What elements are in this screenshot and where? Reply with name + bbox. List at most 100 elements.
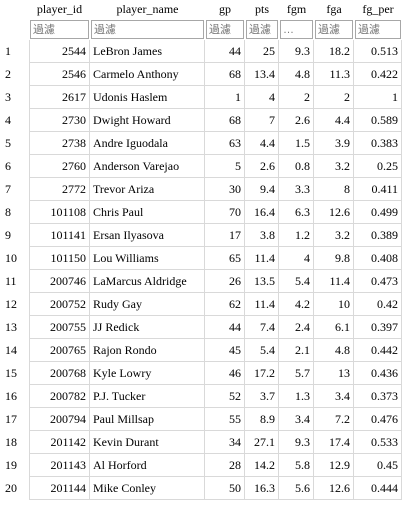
filter-input-fga[interactable] — [315, 20, 353, 39]
cell-fgm[interactable]: 5.8 — [279, 454, 314, 477]
cell-fg-per[interactable]: 0.473 — [354, 270, 402, 293]
cell-gp[interactable]: 28 — [205, 454, 245, 477]
table-row[interactable]: 18 201142 Kevin Durant 34 27.1 9.3 17.4 0.533 — [0, 431, 402, 454]
cell-player-id[interactable]: 2738 — [29, 132, 90, 155]
cell-fg-per[interactable]: 0.476 — [354, 408, 402, 431]
cell-gp[interactable]: 34 — [205, 431, 245, 454]
cell-player-name[interactable]: Chris Paul — [90, 201, 205, 224]
cell-fg-per[interactable]: 0.442 — [354, 339, 402, 362]
cell-fg-per[interactable]: 1 — [354, 86, 402, 109]
cell-fgm[interactable]: 1.2 — [279, 224, 314, 247]
cell-pts[interactable]: 9.4 — [245, 178, 279, 201]
cell-pts[interactable]: 16.4 — [245, 201, 279, 224]
cell-player-name[interactable]: Mike Conley — [90, 477, 205, 500]
cell-fgm[interactable]: 4 — [279, 247, 314, 270]
column-header-fga[interactable]: fga — [314, 0, 354, 19]
cell-player-name[interactable]: Lou Williams — [90, 247, 205, 270]
cell-gp[interactable]: 44 — [205, 40, 245, 63]
cell-fg-per[interactable]: 0.389 — [354, 224, 402, 247]
cell-player-name[interactable]: Kevin Durant — [90, 431, 205, 454]
filter-input-player-id[interactable] — [30, 20, 89, 39]
cell-gp[interactable]: 65 — [205, 247, 245, 270]
column-header-pts[interactable]: pts — [245, 0, 279, 19]
table-row[interactable]: 6 2760 Anderson Varejao 5 2.6 0.8 3.2 0.25 — [0, 155, 402, 178]
cell-fga[interactable]: 4.4 — [314, 109, 354, 132]
table-row[interactable]: 14 200765 Rajon Rondo 45 5.4 2.1 4.8 0.442 — [0, 339, 402, 362]
cell-gp[interactable]: 63 — [205, 132, 245, 155]
cell-pts[interactable]: 16.3 — [245, 477, 279, 500]
cell-fga[interactable]: 6.1 — [314, 316, 354, 339]
table-row[interactable]: 4 2730 Dwight Howard 68 7 2.6 4.4 0.589 — [0, 109, 402, 132]
cell-pts[interactable]: 13.5 — [245, 270, 279, 293]
cell-gp[interactable]: 44 — [205, 316, 245, 339]
cell-player-name[interactable]: Andre Iguodala — [90, 132, 205, 155]
column-header-fgm[interactable]: fgm — [279, 0, 314, 19]
cell-player-name[interactable]: Al Horford — [90, 454, 205, 477]
cell-fg-per[interactable]: 0.373 — [354, 385, 402, 408]
cell-player-id[interactable]: 2730 — [29, 109, 90, 132]
cell-pts[interactable]: 7.4 — [245, 316, 279, 339]
cell-fga[interactable]: 18.2 — [314, 40, 354, 63]
cell-player-name[interactable]: LeBron James — [90, 40, 205, 63]
cell-player-name[interactable]: Rudy Gay — [90, 293, 205, 316]
cell-fg-per[interactable]: 0.589 — [354, 109, 402, 132]
cell-fgm[interactable]: 1.5 — [279, 132, 314, 155]
cell-fg-per[interactable]: 0.499 — [354, 201, 402, 224]
cell-gp[interactable]: 5 — [205, 155, 245, 178]
cell-player-id[interactable]: 2617 — [29, 86, 90, 109]
cell-fga[interactable]: 3.9 — [314, 132, 354, 155]
cell-fgm[interactable]: 3.3 — [279, 178, 314, 201]
cell-fg-per[interactable]: 0.513 — [354, 40, 402, 63]
cell-fgm[interactable]: 6.3 — [279, 201, 314, 224]
cell-player-id[interactable]: 201144 — [29, 477, 90, 500]
cell-gp[interactable]: 68 — [205, 109, 245, 132]
cell-player-id[interactable]: 201143 — [29, 454, 90, 477]
cell-fga[interactable]: 12.6 — [314, 201, 354, 224]
cell-fga[interactable]: 11.4 — [314, 270, 354, 293]
cell-player-id[interactable]: 200794 — [29, 408, 90, 431]
cell-fgm[interactable]: 4.8 — [279, 63, 314, 86]
table-row[interactable]: 3 2617 Udonis Haslem 1 4 2 2 1 — [0, 86, 402, 109]
column-header-gp[interactable]: gp — [205, 0, 245, 19]
filter-input-pts[interactable] — [246, 20, 278, 39]
cell-pts[interactable]: 17.2 — [245, 362, 279, 385]
cell-gp[interactable]: 1 — [205, 86, 245, 109]
cell-fgm[interactable]: 9.3 — [279, 431, 314, 454]
cell-fga[interactable]: 9.8 — [314, 247, 354, 270]
cell-fgm[interactable]: 1.3 — [279, 385, 314, 408]
cell-gp[interactable]: 26 — [205, 270, 245, 293]
cell-fg-per[interactable]: 0.533 — [354, 431, 402, 454]
cell-player-id[interactable]: 101108 — [29, 201, 90, 224]
cell-fgm[interactable]: 5.6 — [279, 477, 314, 500]
cell-pts[interactable]: 27.1 — [245, 431, 279, 454]
cell-fga[interactable]: 4.8 — [314, 339, 354, 362]
cell-player-name[interactable]: P.J. Tucker — [90, 385, 205, 408]
cell-gp[interactable]: 68 — [205, 63, 245, 86]
table-row[interactable]: 11 200746 LaMarcus Aldridge 26 13.5 5.4 11.4 0.… — [0, 270, 402, 293]
cell-gp[interactable]: 62 — [205, 293, 245, 316]
cell-fga[interactable]: 12.9 — [314, 454, 354, 477]
cell-fgm[interactable]: 9.3 — [279, 40, 314, 63]
cell-gp[interactable]: 17 — [205, 224, 245, 247]
cell-fga[interactable]: 12.6 — [314, 477, 354, 500]
cell-fg-per[interactable]: 0.411 — [354, 178, 402, 201]
table-row[interactable]: 5 2738 Andre Iguodala 63 4.4 1.5 3.9 0.383 — [0, 132, 402, 155]
cell-fga[interactable]: 10 — [314, 293, 354, 316]
cell-fgm[interactable]: 3.4 — [279, 408, 314, 431]
cell-player-id[interactable]: 200782 — [29, 385, 90, 408]
cell-fg-per[interactable]: 0.444 — [354, 477, 402, 500]
cell-player-name[interactable]: Paul Millsap — [90, 408, 205, 431]
cell-player-name[interactable]: Trevor Ariza — [90, 178, 205, 201]
cell-fga[interactable]: 3.2 — [314, 224, 354, 247]
cell-player-name[interactable]: Kyle Lowry — [90, 362, 205, 385]
table-row[interactable]: 12 200752 Rudy Gay 62 11.4 4.2 10 0.42 — [0, 293, 402, 316]
cell-pts[interactable]: 11.4 — [245, 293, 279, 316]
cell-fgm[interactable]: 2.6 — [279, 109, 314, 132]
cell-pts[interactable]: 7 — [245, 109, 279, 132]
column-header-player-name[interactable]: player_name — [90, 0, 205, 19]
filter-input-fg-per[interactable] — [355, 20, 401, 39]
cell-fgm[interactable]: 4.2 — [279, 293, 314, 316]
cell-fg-per[interactable]: 0.408 — [354, 247, 402, 270]
cell-player-id[interactable]: 200755 — [29, 316, 90, 339]
cell-gp[interactable]: 52 — [205, 385, 245, 408]
